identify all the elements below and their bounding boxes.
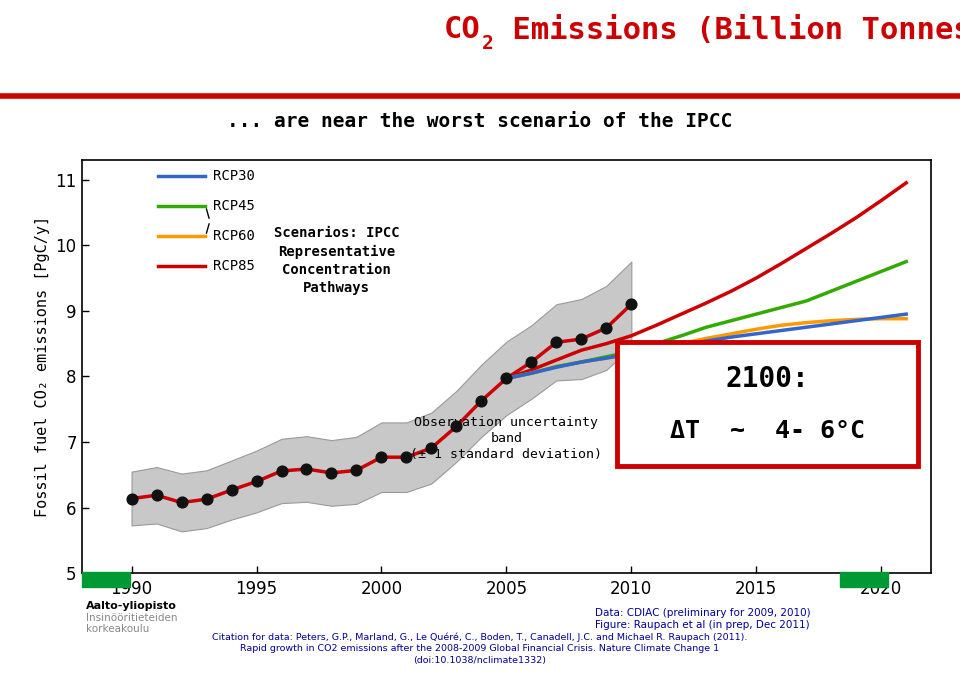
- Text: korkeakoulu: korkeakoulu: [86, 624, 150, 634]
- Point: [448, 420, 464, 432]
- Text: 2100:: 2100:: [726, 365, 809, 393]
- Point: [473, 395, 489, 407]
- Point: [249, 476, 264, 487]
- Point: [599, 322, 614, 334]
- Point: [624, 299, 639, 310]
- Point: [423, 443, 439, 454]
- Text: Aalto-yliopisto: Aalto-yliopisto: [86, 601, 178, 611]
- Point: [224, 484, 239, 496]
- Text: Observation uncertainty
band
(± 1 standard deviation): Observation uncertainty band (± 1 standa…: [411, 416, 603, 461]
- FancyBboxPatch shape: [617, 342, 919, 466]
- Point: [199, 493, 214, 505]
- Text: RCP30: RCP30: [213, 170, 255, 183]
- Point: [174, 497, 189, 508]
- Text: Scenarios: IPCC
Representative
Concentration
Pathways: Scenarios: IPCC Representative Concentra…: [274, 226, 399, 295]
- Point: [498, 373, 514, 384]
- Text: Emissions (Billion Tonnes of Carbon/year): Emissions (Billion Tonnes of Carbon/year…: [494, 14, 960, 44]
- Y-axis label: Fossil fuel CO₂ emissions [PgC/y]: Fossil fuel CO₂ emissions [PgC/y]: [35, 216, 50, 517]
- Point: [324, 467, 339, 478]
- Text: Data: CDIAC (preliminary for 2009, 2010): Data: CDIAC (preliminary for 2009, 2010): [595, 608, 811, 618]
- Text: 2: 2: [482, 34, 493, 53]
- Text: RCP85: RCP85: [213, 259, 255, 272]
- Text: Figure: Raupach et al (in prep, Dec 2011): Figure: Raupach et al (in prep, Dec 2011…: [595, 620, 810, 630]
- Text: Rapid growth in CO2 emissions after the 2008-2009 Global Financial Crisis. Natur: Rapid growth in CO2 emissions after the …: [240, 644, 720, 653]
- Text: CO: CO: [444, 15, 480, 44]
- Point: [373, 452, 389, 463]
- Point: [299, 464, 314, 475]
- Point: [574, 334, 589, 345]
- Text: RCP45: RCP45: [213, 199, 255, 213]
- Point: [524, 357, 540, 368]
- Text: RCP60: RCP60: [213, 229, 255, 243]
- Text: Insinööritieteiden: Insinööritieteiden: [86, 613, 178, 623]
- Point: [274, 466, 289, 477]
- Text: (doi:10.1038/nclimate1332): (doi:10.1038/nclimate1332): [414, 656, 546, 665]
- Point: [348, 465, 364, 476]
- Point: [149, 490, 164, 501]
- Point: [124, 493, 139, 504]
- Point: [398, 452, 414, 463]
- Text: ΔT  ~  4- 6°C: ΔT ~ 4- 6°C: [670, 419, 865, 443]
- Text: Citation for data: Peters, G.P., Marland, G., Le Quéré, C., Boden, T., Canadell,: Citation for data: Peters, G.P., Marland…: [212, 632, 748, 642]
- Point: [549, 337, 564, 348]
- Text: ... are near the worst scenario of the IPCC: ... are near the worst scenario of the I…: [228, 112, 732, 131]
